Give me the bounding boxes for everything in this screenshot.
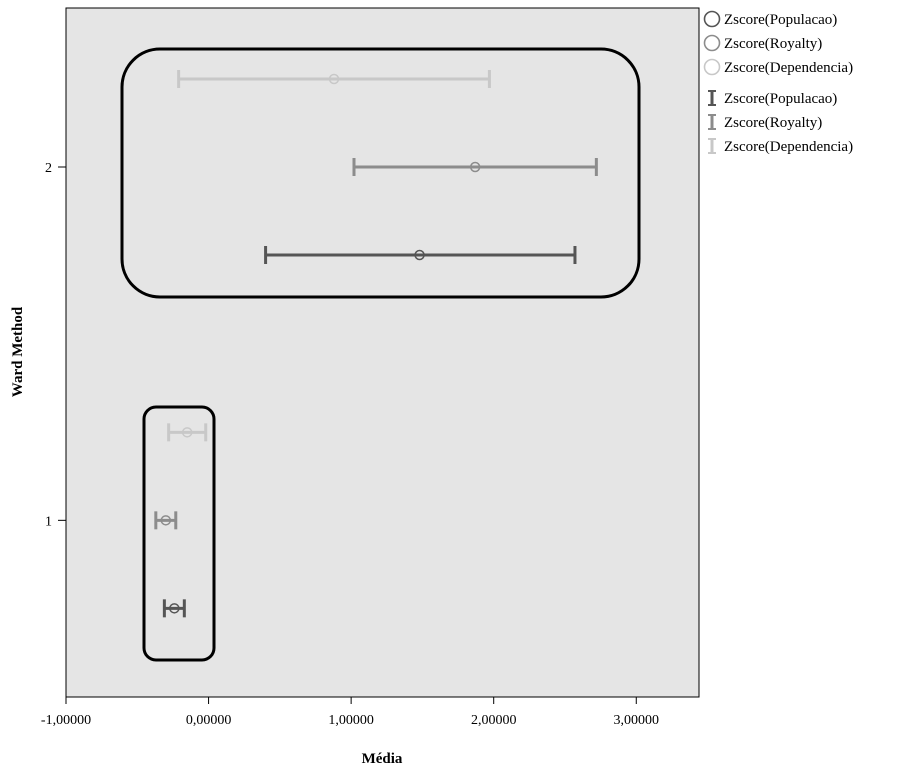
y-tick-label: 1 — [45, 514, 52, 529]
error-bar — [154, 511, 178, 530]
mean-marker — [169, 603, 180, 614]
error-bar — [167, 423, 208, 442]
legend-errorbar-label: Zscore(Populacao) — [724, 91, 837, 107]
error-bar — [162, 599, 186, 618]
legend: Zscore(Populacao) Zscore(Royalty) Zscore(D… — [703, 10, 853, 155]
x-axis-title: Média — [362, 751, 403, 766]
y-tick-label: 2 — [45, 161, 52, 176]
legend-marker-label: Zscore(Royalty) — [724, 36, 822, 52]
legend-marker-icon — [703, 34, 721, 52]
mean-marker — [469, 161, 481, 173]
x-tick-label: 3,00000 — [614, 713, 660, 728]
mean-marker — [414, 249, 425, 261]
legend-errorbar-icon — [708, 114, 716, 130]
x-tick-label: 2,00000 — [471, 713, 517, 728]
error-bar — [352, 158, 598, 176]
x-tick-label: 0,00000 — [186, 713, 232, 728]
legend-marker-icon — [703, 58, 721, 76]
highlight-box-group-1 — [142, 405, 216, 662]
mean-marker — [328, 73, 340, 85]
y-axis-title: Ward Method — [10, 306, 26, 397]
mean-marker — [160, 515, 172, 526]
highlight-box-group-2 — [120, 47, 641, 299]
x-tick-label: 1,00000 — [328, 713, 374, 728]
legend-marker-icon — [703, 10, 721, 28]
series-layer — [154, 70, 598, 618]
annotation-layer — [120, 47, 641, 662]
axes-layer: -1,00000 0,00000 1,00000 2,00000 3,00000 1 2 — [41, 161, 659, 728]
error-bar — [264, 246, 577, 264]
legend-errorbar-icon — [708, 90, 716, 106]
legend-marker-label: Zscore(Dependencia) — [724, 60, 853, 76]
legend-marker-label: Zscore(Populacao) — [724, 12, 837, 28]
plot-area — [65, 7, 700, 698]
error-bar — [177, 70, 491, 88]
mean-marker — [181, 427, 193, 438]
legend-errorbar-icon — [708, 138, 716, 154]
legend-errorbar-label: Zscore(Dependencia) — [724, 139, 853, 155]
x-tick-label: -1,00000 — [41, 713, 91, 728]
legend-errorbar-label: Zscore(Royalty) — [724, 115, 822, 131]
